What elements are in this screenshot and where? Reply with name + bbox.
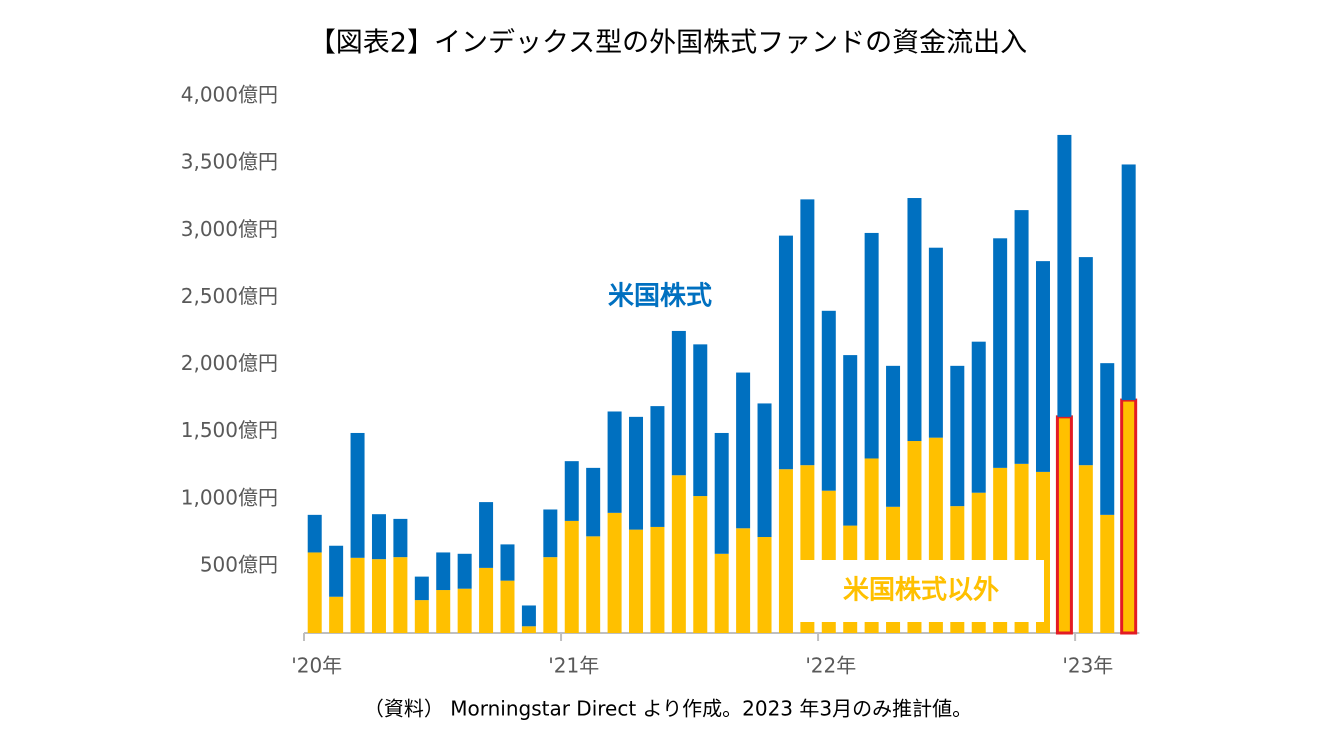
x-tick-label: '23年 <box>1062 654 1113 678</box>
bar-segment <box>393 557 408 633</box>
bar-segment <box>1121 164 1136 401</box>
y-tick-label: 1,000億円 <box>181 485 278 509</box>
bar-segment <box>350 432 365 558</box>
bar-segment <box>693 344 708 497</box>
bar-segment <box>543 509 558 558</box>
bar-segment <box>629 416 644 530</box>
bar-segment <box>736 528 751 633</box>
bar-segment <box>714 553 729 633</box>
bar-segment <box>843 355 858 526</box>
bar-segment <box>307 514 322 553</box>
bar-segment <box>1078 257 1093 466</box>
bar-segment <box>821 310 836 491</box>
bar-segment <box>886 365 901 507</box>
bar-segment <box>1055 415 1073 635</box>
bar-segment <box>521 626 536 633</box>
y-tick-label: 2,500億円 <box>181 284 278 308</box>
bar-segment <box>521 605 536 627</box>
y-tick-label: 4,000億円 <box>181 83 278 107</box>
y-tick-label: 2,000億円 <box>181 351 278 375</box>
bar-segment <box>907 198 922 442</box>
bar-segment <box>629 529 644 633</box>
bar-segment <box>436 590 451 633</box>
bar-segment <box>564 461 579 521</box>
bar-segment <box>1100 363 1115 515</box>
bar-segment <box>671 330 686 476</box>
bar-segment <box>586 536 601 633</box>
bar-segment <box>500 544 515 581</box>
x-tick-label: '20年 <box>291 654 342 678</box>
bar-segment <box>714 432 729 554</box>
bar-segment <box>329 596 344 633</box>
x-tick-label: '22年 <box>805 654 856 678</box>
bar-segment <box>414 576 429 601</box>
bar-segment <box>671 475 686 633</box>
bar-segment <box>864 232 879 459</box>
bar-segment <box>350 557 365 633</box>
bar-segment <box>457 553 472 589</box>
bar-segment <box>457 588 472 633</box>
bar-segment <box>1120 398 1138 635</box>
bar-segment <box>329 545 344 597</box>
y-tick-label: 500億円 <box>200 552 278 576</box>
bar-segment <box>778 235 793 470</box>
bar-segment <box>1057 134 1072 417</box>
bar-segment <box>479 567 494 633</box>
bar-segment <box>757 403 772 538</box>
bar-segment <box>778 469 793 633</box>
bar-segment <box>971 341 986 493</box>
bar-segment <box>650 406 665 527</box>
chart-title: 【図表2】インデックス型の外国株式ファンドの資金流出入 <box>309 28 1027 59</box>
bar-segment <box>650 526 665 633</box>
bar-segment <box>564 520 579 633</box>
y-tick-label: 3,500億円 <box>181 150 278 174</box>
bar-segment <box>757 537 772 633</box>
label-box <box>798 560 1044 622</box>
bar-segment <box>1078 465 1093 633</box>
bar-segment <box>993 238 1008 468</box>
y-tick-label: 3,000億円 <box>181 217 278 241</box>
series-label: 米国株式 <box>608 282 712 312</box>
bar-segment <box>693 496 708 633</box>
bar-segment <box>586 467 601 537</box>
bar-segment <box>928 247 943 438</box>
bar-segment <box>1035 261 1050 472</box>
source-note: （資料） Morningstar Direct より作成。2023 年3月のみ推… <box>364 697 972 721</box>
series-label: 米国株式以外 <box>843 576 999 606</box>
bar-segment <box>414 600 429 633</box>
bar-segment <box>543 557 558 633</box>
bar-segment <box>500 580 515 633</box>
y-tick-label: 1,500億円 <box>181 418 278 442</box>
bar-segment <box>1014 210 1029 464</box>
bar-segment <box>307 552 322 633</box>
bar-segment <box>1100 514 1115 633</box>
bar-segment <box>393 518 408 558</box>
bar-segment <box>436 552 451 591</box>
bar-segment <box>371 559 386 633</box>
bar-segment <box>800 199 815 466</box>
bar-segment <box>950 365 965 507</box>
bar-segment <box>736 372 751 529</box>
bar-segment <box>371 514 386 560</box>
bar-segment <box>479 502 494 568</box>
bar-segment <box>607 512 622 633</box>
bar-segment <box>607 411 622 513</box>
x-tick-label: '21年 <box>548 654 599 678</box>
